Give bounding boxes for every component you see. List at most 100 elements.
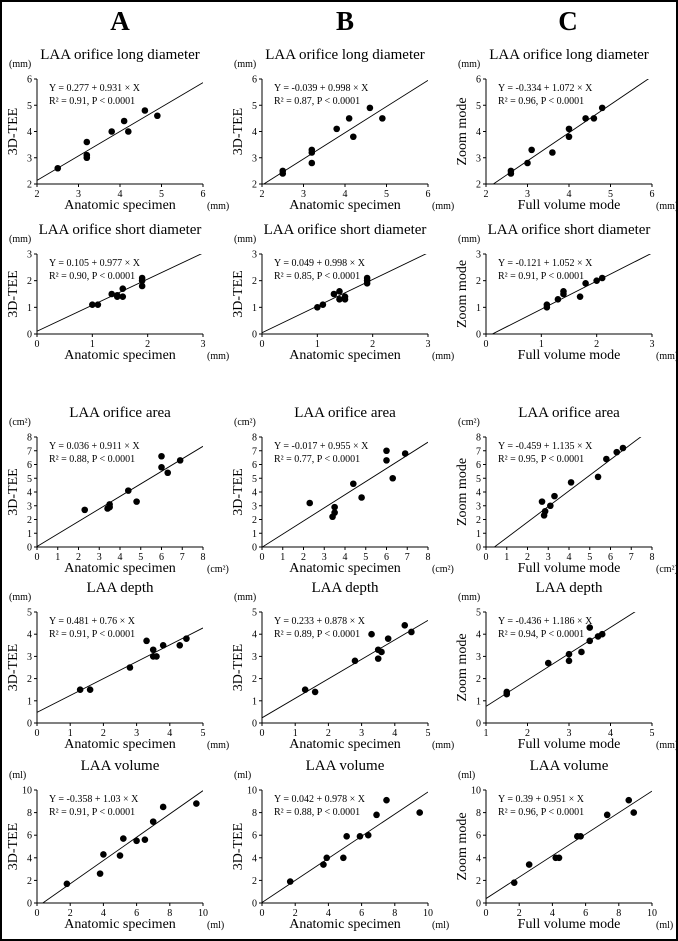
y-tick-label: 6 xyxy=(476,75,481,86)
x-tick-label: 6 xyxy=(583,908,588,919)
panel-title: LAA volume xyxy=(81,758,160,774)
data-point xyxy=(598,274,606,282)
regression-equation: Y = -0.436 + 1.186 × X xyxy=(498,616,593,627)
data-point xyxy=(341,296,349,303)
regression-equation: Y = -0.017 + 0.955 × X xyxy=(274,441,369,452)
scatter-panel-a4: 0 1 2 3 4 5 0 1 2 3 4 5 LAA depth Y = 0.481 + 0.76 × … xyxy=(6,580,229,752)
y-tick-label: 6 xyxy=(27,75,32,86)
regression-stats: R² = 0.91, P < 0.0001 xyxy=(49,96,135,107)
y-tick-label: 3 xyxy=(252,250,257,261)
data-point xyxy=(158,463,165,471)
y-tick-label: 4 xyxy=(476,488,481,499)
x-tick-label: 10 xyxy=(647,908,657,919)
y-tick-label: 8 xyxy=(476,433,481,444)
data-point xyxy=(603,811,611,819)
x-unit-label: (cm²) xyxy=(207,564,229,575)
data-point xyxy=(594,473,602,481)
x-unit-label: (ml) xyxy=(432,920,449,931)
x-unit-label: (cm²) xyxy=(432,564,454,575)
panel-title: LAA volume xyxy=(530,758,609,774)
data-point xyxy=(586,624,594,631)
data-point xyxy=(543,304,551,311)
data-point xyxy=(323,854,331,862)
y-tick-label: 4 xyxy=(27,488,32,499)
y-tick-label: 3 xyxy=(252,652,257,663)
data-point xyxy=(541,507,549,515)
data-point xyxy=(94,301,102,308)
data-point xyxy=(63,880,71,888)
y-tick-label: 8 xyxy=(252,433,257,444)
y-tick-label: 10 xyxy=(22,786,32,797)
y-tick-label: 4 xyxy=(476,630,481,641)
y-tick-label: 0 xyxy=(476,543,481,554)
x-tick-label: 2 xyxy=(370,339,375,350)
y-tick-label: 2 xyxy=(27,276,32,287)
x-axis-label: Anatomic specimen xyxy=(289,917,401,932)
column-header-b: B xyxy=(336,6,354,36)
data-point xyxy=(416,809,424,816)
data-point xyxy=(193,800,200,807)
x-tick-label: 2 xyxy=(76,552,81,563)
x-tick-label: 6 xyxy=(608,552,613,563)
data-point xyxy=(149,818,157,825)
y-axis-label: Zoom mode xyxy=(455,458,470,526)
x-tick-label: 0 xyxy=(260,552,265,563)
data-point xyxy=(116,852,124,859)
regression-line xyxy=(37,445,203,547)
y-tick-label: 6 xyxy=(476,831,481,842)
x-tick-label: 6 xyxy=(201,189,206,200)
x-tick-label: 5 xyxy=(363,552,368,563)
regression-equation: Y = -0.039 + 0.998 × X xyxy=(274,83,369,94)
y-axis-label: 3D-TEE xyxy=(231,270,246,317)
data-point xyxy=(544,659,552,667)
y-tick-label: 2 xyxy=(27,876,32,887)
x-tick-label: 3 xyxy=(322,552,327,563)
x-tick-label: 6 xyxy=(426,189,431,200)
regression-stats: R² = 0.88, P < 0.0001 xyxy=(274,807,360,818)
x-unit-label: (mm) xyxy=(207,351,229,362)
x-tick-label: 0 xyxy=(35,339,40,350)
x-tick-label: 3 xyxy=(650,339,655,350)
panel-title: LAA orifice short diameter xyxy=(488,222,651,238)
data-point xyxy=(343,833,350,840)
x-axis-label: Full volume mode xyxy=(518,198,621,213)
panel-title: LAA depth xyxy=(535,580,603,596)
data-point xyxy=(345,115,353,122)
y-tick-label: 4 xyxy=(27,127,32,138)
y-tick-label: 0 xyxy=(27,719,32,730)
y-tick-label: 6 xyxy=(252,831,257,842)
x-unit-label: (mm) xyxy=(207,201,229,212)
data-point xyxy=(89,301,96,308)
x-tick-label: 2 xyxy=(35,189,40,200)
data-point xyxy=(630,809,638,816)
data-point xyxy=(331,503,338,511)
x-tick-label: 4 xyxy=(343,189,348,200)
regression-stats: R² = 0.96, P < 0.0001 xyxy=(498,807,584,818)
data-point xyxy=(613,448,621,456)
regression-equation: Y = -0.358 + 1.03 × X xyxy=(49,794,139,805)
data-point xyxy=(108,290,115,298)
x-axis-label: Anatomic specimen xyxy=(64,737,176,752)
x-axis-label: Full volume mode xyxy=(518,737,621,752)
data-point xyxy=(364,831,372,839)
x-tick-label: 3 xyxy=(567,728,572,739)
y-tick-label: 2 xyxy=(476,674,481,685)
x-tick-label: 3 xyxy=(525,189,530,200)
y-tick-label: 8 xyxy=(476,808,481,819)
regression-equation: Y = -0.334 + 1.072 × X xyxy=(498,83,593,94)
y-axis-label: Zoom mode xyxy=(455,97,470,165)
y-tick-label: 2 xyxy=(27,180,32,191)
y-tick-label: 4 xyxy=(252,853,257,864)
x-tick-label: 0 xyxy=(260,339,265,350)
regression-equation: Y = 0.036 + 0.911 × X xyxy=(49,441,140,452)
y-tick-label: 2 xyxy=(252,180,257,191)
y-unit-label: (ml) xyxy=(234,770,251,781)
data-point xyxy=(96,870,104,877)
y-tick-label: 8 xyxy=(27,808,32,819)
x-tick-label: 8 xyxy=(650,552,655,563)
regression-stats: R² = 0.77, P < 0.0001 xyxy=(274,454,360,465)
y-tick-label: 0 xyxy=(252,899,257,910)
x-axis-label: Anatomic specimen xyxy=(289,561,401,576)
x-tick-label: 6 xyxy=(650,189,655,200)
data-point xyxy=(149,646,157,654)
